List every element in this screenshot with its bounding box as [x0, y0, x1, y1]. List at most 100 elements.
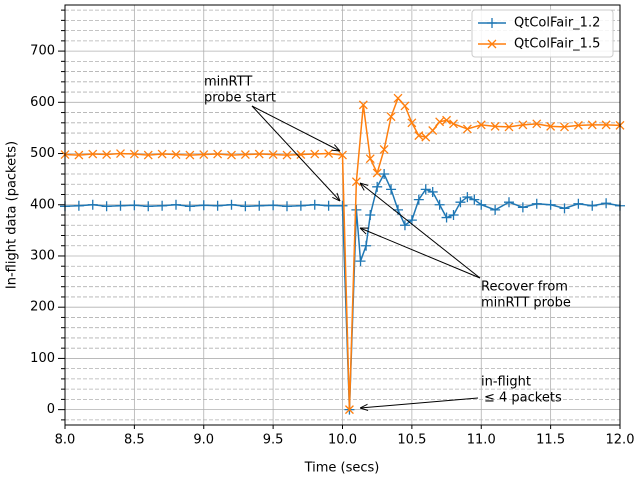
- annotation-text: ≤ 4 packets: [484, 391, 562, 406]
- y-tick-label: 0: [47, 402, 55, 417]
- marker: [74, 150, 84, 160]
- marker: [462, 192, 473, 203]
- marker: [413, 194, 424, 205]
- marker: [441, 212, 452, 223]
- x-tick-label: 9.5: [263, 433, 284, 448]
- x-tick-label: 12.0: [606, 433, 635, 448]
- marker: [573, 198, 584, 209]
- marker: [490, 204, 501, 215]
- marker: [73, 200, 84, 211]
- marker: [434, 199, 445, 210]
- marker: [157, 149, 167, 159]
- marker: [184, 201, 195, 212]
- marker: [559, 203, 570, 214]
- annotation-arrow: [251, 105, 340, 151]
- marker: [420, 184, 431, 195]
- marker: [487, 39, 497, 49]
- marker: [102, 150, 112, 160]
- y-tick-label: 500: [30, 146, 55, 161]
- marker: [587, 200, 598, 211]
- annotation-text: minRTT probe: [481, 296, 571, 311]
- marker: [268, 200, 279, 211]
- marker: [361, 240, 372, 251]
- y-tick-label: 600: [30, 95, 55, 110]
- marker: [517, 202, 528, 213]
- marker: [365, 210, 376, 220]
- x-axis-label: Time (secs): [304, 461, 380, 476]
- marker: [338, 150, 347, 160]
- marker: [254, 200, 265, 211]
- marker: [213, 149, 223, 159]
- marker: [185, 150, 195, 160]
- marker: [282, 150, 292, 160]
- marker: [227, 150, 236, 160]
- series-line: [64, 172, 621, 410]
- marker: [504, 197, 514, 208]
- marker: [546, 121, 556, 131]
- marker: [407, 118, 417, 128]
- marker: [601, 120, 611, 130]
- marker: [171, 199, 181, 210]
- marker: [386, 112, 396, 122]
- legend-label: QtColFair_1.5: [514, 37, 600, 52]
- x-tick-label: 10.0: [328, 433, 357, 448]
- marker: [545, 199, 556, 210]
- x-tick-label: 11.5: [536, 433, 565, 448]
- marker: [560, 122, 569, 132]
- marker: [101, 201, 112, 212]
- marker: [309, 199, 320, 210]
- marker: [587, 120, 597, 130]
- marker: [448, 210, 459, 220]
- marker: [379, 144, 389, 154]
- marker: [240, 150, 250, 160]
- annotation-arrow: [360, 228, 481, 279]
- marker: [393, 93, 403, 103]
- y-tick-label: 100: [30, 351, 55, 366]
- marker: [87, 199, 98, 210]
- marker: [282, 201, 292, 212]
- x-tick-label: 8.5: [124, 433, 145, 448]
- marker: [296, 150, 306, 160]
- y-tick-label: 200: [30, 300, 55, 315]
- marker: [337, 200, 348, 211]
- marker: [199, 150, 209, 160]
- x-tick-label: 10.5: [397, 433, 426, 448]
- marker: [372, 168, 382, 178]
- annotation-arrow: [360, 397, 479, 408]
- marker: [476, 199, 487, 210]
- marker: [212, 200, 223, 211]
- marker: [355, 256, 366, 267]
- annotation-arrow: [251, 105, 340, 201]
- marker: [400, 101, 410, 111]
- marker: [531, 198, 542, 209]
- annotation-text: Recover from: [481, 280, 568, 295]
- marker: [427, 186, 438, 197]
- marker: [490, 121, 500, 131]
- marker: [532, 119, 542, 129]
- marker: [323, 200, 334, 211]
- x-tick-label: 9.0: [193, 433, 214, 448]
- marker: [344, 405, 354, 415]
- marker: [115, 200, 126, 211]
- marker: [487, 18, 497, 28]
- y-tick-label: 700: [30, 44, 55, 59]
- marker: [116, 149, 125, 158]
- marker: [129, 200, 140, 211]
- marker: [379, 169, 390, 180]
- marker: [365, 154, 375, 164]
- legend-box: [471, 9, 614, 58]
- marker: [358, 100, 368, 110]
- marker: [268, 150, 278, 160]
- annotation-text: in-flight: [481, 375, 531, 390]
- marker: [428, 126, 438, 135]
- plot-frame: [64, 4, 621, 426]
- marker: [442, 115, 452, 125]
- marker: [504, 122, 514, 132]
- marker: [449, 119, 458, 129]
- annotation-arrow: [360, 183, 481, 279]
- marker: [171, 150, 181, 160]
- marker: [462, 124, 472, 134]
- marker: [573, 120, 583, 130]
- marker: [324, 149, 334, 158]
